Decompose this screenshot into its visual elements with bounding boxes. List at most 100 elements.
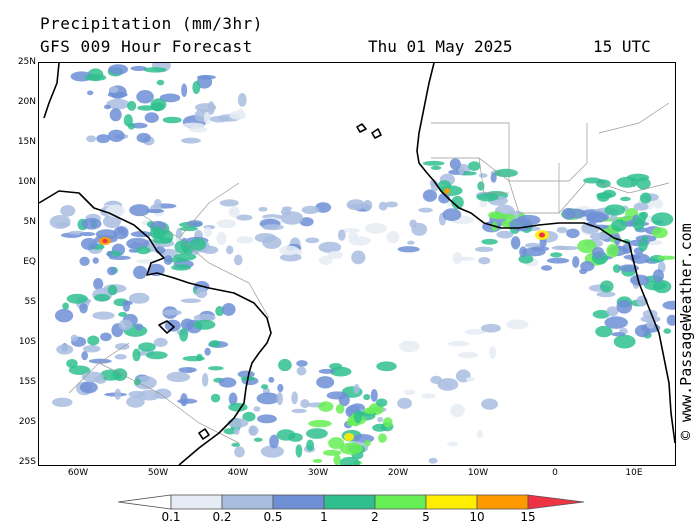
precip-cell: [455, 256, 475, 261]
precip-cell: [541, 265, 553, 271]
precip-cell: [114, 388, 122, 400]
precip-cell: [233, 254, 243, 266]
precip-cell: [171, 264, 191, 271]
precip-cell: [113, 226, 129, 240]
legend-swatch: [272, 494, 325, 510]
precip-cell: [196, 75, 213, 89]
precip-cell: [333, 454, 341, 465]
precip-cell: [219, 199, 239, 207]
precip-cell: [305, 237, 320, 244]
island: [158, 320, 175, 334]
precip-cell: [218, 377, 237, 388]
precip-cell: [480, 323, 501, 333]
precip-cell: [481, 398, 499, 410]
coastline-caribbean: [43, 63, 60, 119]
precip-cell: [130, 65, 148, 72]
legend-swatch: [425, 494, 478, 510]
lat-label: 25S: [18, 457, 36, 467]
precip-cell: [318, 255, 333, 266]
precip-cell: [611, 332, 626, 337]
precip-cell: [81, 218, 102, 230]
precip-cell: [418, 207, 433, 213]
precip-cell: [87, 90, 94, 96]
precip-cell: [430, 180, 439, 192]
precip-cell: [377, 416, 384, 423]
precip-cell: [192, 80, 201, 95]
precip-cell: [62, 302, 70, 310]
precip-cell: [92, 311, 115, 320]
precip-cell: [450, 403, 465, 418]
precip-cell: [312, 458, 323, 464]
precip-cell: [509, 217, 533, 232]
precip-cell: [409, 219, 417, 228]
precip-cell: [634, 324, 651, 338]
precip-cell: [276, 392, 284, 406]
precip-cell: [306, 439, 315, 451]
precip-cell: [159, 93, 181, 103]
precip-cell: [328, 437, 345, 450]
map-subtitle: GFS 009 Hour Forecast: [40, 37, 253, 56]
precip-cell: [363, 394, 371, 401]
lat-label: EQ: [23, 257, 36, 267]
border-line: [68, 342, 130, 394]
precip-cell: [322, 449, 342, 456]
precip-cell: [464, 328, 486, 335]
legend-swatch: [221, 494, 274, 510]
precip-cell: [84, 74, 107, 82]
precip-cell: [280, 208, 292, 216]
precip-cell: [49, 215, 71, 229]
precip-cell: [561, 207, 576, 220]
precip-cell: [182, 355, 205, 362]
precip-cell: [363, 407, 378, 415]
precip-cell: [195, 287, 208, 299]
precip-cell: [640, 315, 661, 323]
precip-cell: [476, 430, 484, 439]
legend-swatch: [170, 494, 223, 510]
precip-cell: [606, 243, 619, 258]
legend-label: 1: [320, 510, 328, 524]
precip-cell: [189, 238, 207, 251]
precip-cell: [329, 363, 343, 370]
map-canvas: [39, 63, 675, 465]
precip-cell: [397, 246, 420, 253]
precip-cell: [353, 410, 362, 424]
precip-cell: [586, 211, 607, 223]
precip-cell: [152, 237, 173, 244]
precip-cell: [640, 211, 649, 219]
lon-label: 60W: [67, 468, 89, 478]
precip-cell: [318, 241, 342, 253]
precip-cell: [193, 313, 216, 322]
precip-cell: [269, 434, 279, 449]
precip-cell: [407, 240, 415, 245]
precip-cell: [179, 226, 198, 232]
precip-cell: [592, 247, 605, 259]
precip-cell: [128, 292, 150, 304]
precip-cell: [519, 246, 528, 258]
precip-cell: [657, 255, 675, 260]
precip-cell: [215, 306, 225, 317]
precip-cell: [612, 264, 621, 273]
precip-cell: [300, 399, 310, 409]
precip-cell: [618, 264, 640, 272]
precip-cell: [229, 110, 247, 120]
island: [371, 128, 382, 139]
precip-cell: [318, 368, 336, 374]
precip-cell: [203, 111, 212, 125]
precip-cell: [79, 381, 98, 394]
precip-cell: [641, 235, 648, 242]
precip-cell: [233, 427, 240, 435]
precip-cell: [256, 414, 277, 424]
precip-cell: [318, 401, 334, 412]
island: [356, 123, 367, 133]
precip-cell: [242, 411, 256, 422]
precip-cell: [301, 205, 320, 215]
precip-cell: [237, 92, 247, 107]
map-title: Precipitation (mm/3hr): [40, 14, 263, 33]
border-line: [598, 102, 670, 134]
precip-cell: [609, 213, 618, 222]
precip-cell: [363, 199, 373, 211]
precip-cell: [93, 277, 104, 290]
precip-cell: [179, 328, 189, 342]
precip-cell: [316, 376, 335, 389]
precip-cell: [134, 323, 144, 331]
